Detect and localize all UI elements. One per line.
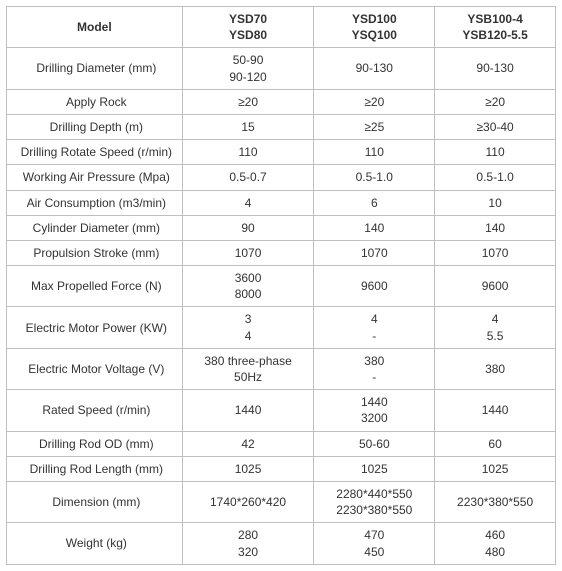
table-row: Drilling Diameter (mm)50-9090-12090-1309… [7, 48, 556, 89]
cell-col-3: 60 [435, 431, 556, 456]
cell-col-3: ≥30-40 [435, 114, 556, 139]
table-row: Drilling Rotate Speed (r/min)110110110 [7, 140, 556, 165]
row-label: Weight (kg) [7, 523, 183, 564]
cell-col-3: ≥20 [435, 89, 556, 114]
cell-col-3: 1440 [435, 390, 556, 431]
table-row: Dimension (mm)1740*260*4202280*440*55022… [7, 481, 556, 522]
cell-col-1: 15 [182, 114, 314, 139]
cell-col-2: 6 [314, 190, 435, 215]
row-label: Drilling Rotate Speed (r/min) [7, 140, 183, 165]
header-col-2: YSD100YSQ100 [314, 7, 435, 48]
cell-col-3: 1070 [435, 240, 556, 265]
cell-col-3: 140 [435, 215, 556, 240]
cell-col-3: 9600 [435, 266, 556, 307]
cell-col-2: 1025 [314, 456, 435, 481]
table-row: Rated Speed (r/min)1440144032001440 [7, 390, 556, 431]
cell-col-2: 140 [314, 215, 435, 240]
row-label: Drilling Diameter (mm) [7, 48, 183, 89]
row-label: Max Propelled Force (N) [7, 266, 183, 307]
cell-col-2: ≥20 [314, 89, 435, 114]
cell-col-3: 90-130 [435, 48, 556, 89]
cell-col-3: 1025 [435, 456, 556, 481]
table-row: Cylinder Diameter (mm)90140140 [7, 215, 556, 240]
table-row: Apply Rock≥20≥20≥20 [7, 89, 556, 114]
cell-col-1: 1070 [182, 240, 314, 265]
table-row: Weight (kg)280320470450460480 [7, 523, 556, 564]
row-label: Rated Speed (r/min) [7, 390, 183, 431]
cell-col-1: 380 three-phase50Hz [182, 348, 314, 389]
table-row: Drilling Depth (m)15≥25≥30-40 [7, 114, 556, 139]
row-label: Drilling Rod Length (mm) [7, 456, 183, 481]
table-row: Air Consumption (m3/min)4610 [7, 190, 556, 215]
row-label: Electric Motor Voltage (V) [7, 348, 183, 389]
cell-col-3: 380 [435, 348, 556, 389]
table-row: Electric Motor Power (KW)344-45.5 [7, 307, 556, 348]
cell-col-2: 0.5-1.0 [314, 165, 435, 190]
cell-col-3: 0.5-1.0 [435, 165, 556, 190]
row-label: Drilling Rod OD (mm) [7, 431, 183, 456]
cell-col-1: ≥20 [182, 89, 314, 114]
cell-col-3: 45.5 [435, 307, 556, 348]
cell-col-3: 2230*380*550 [435, 481, 556, 522]
cell-col-1: 1025 [182, 456, 314, 481]
cell-col-1: 36008000 [182, 266, 314, 307]
cell-col-2: 90-130 [314, 48, 435, 89]
cell-col-1: 0.5-0.7 [182, 165, 314, 190]
row-label: Electric Motor Power (KW) [7, 307, 183, 348]
cell-col-2: 9600 [314, 266, 435, 307]
row-label: Working Air Pressure (Mpa) [7, 165, 183, 190]
cell-col-2: 470450 [314, 523, 435, 564]
cell-col-1: 50-9090-120 [182, 48, 314, 89]
cell-col-1: 34 [182, 307, 314, 348]
table-row: Drilling Rod Length (mm)102510251025 [7, 456, 556, 481]
header-col-3: YSB100-4YSB120-5.5 [435, 7, 556, 48]
table-row: Propulsion Stroke (mm)107010701070 [7, 240, 556, 265]
row-label: Apply Rock [7, 89, 183, 114]
header-col-1: YSD70YSD80 [182, 7, 314, 48]
cell-col-3: 460480 [435, 523, 556, 564]
row-label: Propulsion Stroke (mm) [7, 240, 183, 265]
cell-col-3: 110 [435, 140, 556, 165]
cell-col-1: 4 [182, 190, 314, 215]
cell-col-2: ≥25 [314, 114, 435, 139]
header-row: Model YSD70YSD80 YSD100YSQ100 YSB100-4YS… [7, 7, 556, 48]
row-label: Air Consumption (m3/min) [7, 190, 183, 215]
cell-col-2: 14403200 [314, 390, 435, 431]
cell-col-3: 10 [435, 190, 556, 215]
cell-col-2: 380- [314, 348, 435, 389]
cell-col-2: 110 [314, 140, 435, 165]
header-model: Model [7, 7, 183, 48]
cell-col-2: 4- [314, 307, 435, 348]
table-row: Max Propelled Force (N)3600800096009600 [7, 266, 556, 307]
cell-col-1: 1440 [182, 390, 314, 431]
cell-col-1: 280320 [182, 523, 314, 564]
table-row: Working Air Pressure (Mpa)0.5-0.70.5-1.0… [7, 165, 556, 190]
cell-col-1: 90 [182, 215, 314, 240]
table-row: Drilling Rod OD (mm)4250-6060 [7, 431, 556, 456]
row-label: Cylinder Diameter (mm) [7, 215, 183, 240]
cell-col-2: 2280*440*5502230*380*550 [314, 481, 435, 522]
cell-col-2: 50-60 [314, 431, 435, 456]
table-row: Electric Motor Voltage (V)380 three-phas… [7, 348, 556, 389]
cell-col-2: 1070 [314, 240, 435, 265]
spec-table: Model YSD70YSD80 YSD100YSQ100 YSB100-4YS… [6, 6, 556, 565]
row-label: Drilling Depth (m) [7, 114, 183, 139]
cell-col-1: 42 [182, 431, 314, 456]
cell-col-1: 1740*260*420 [182, 481, 314, 522]
row-label: Dimension (mm) [7, 481, 183, 522]
cell-col-1: 110 [182, 140, 314, 165]
